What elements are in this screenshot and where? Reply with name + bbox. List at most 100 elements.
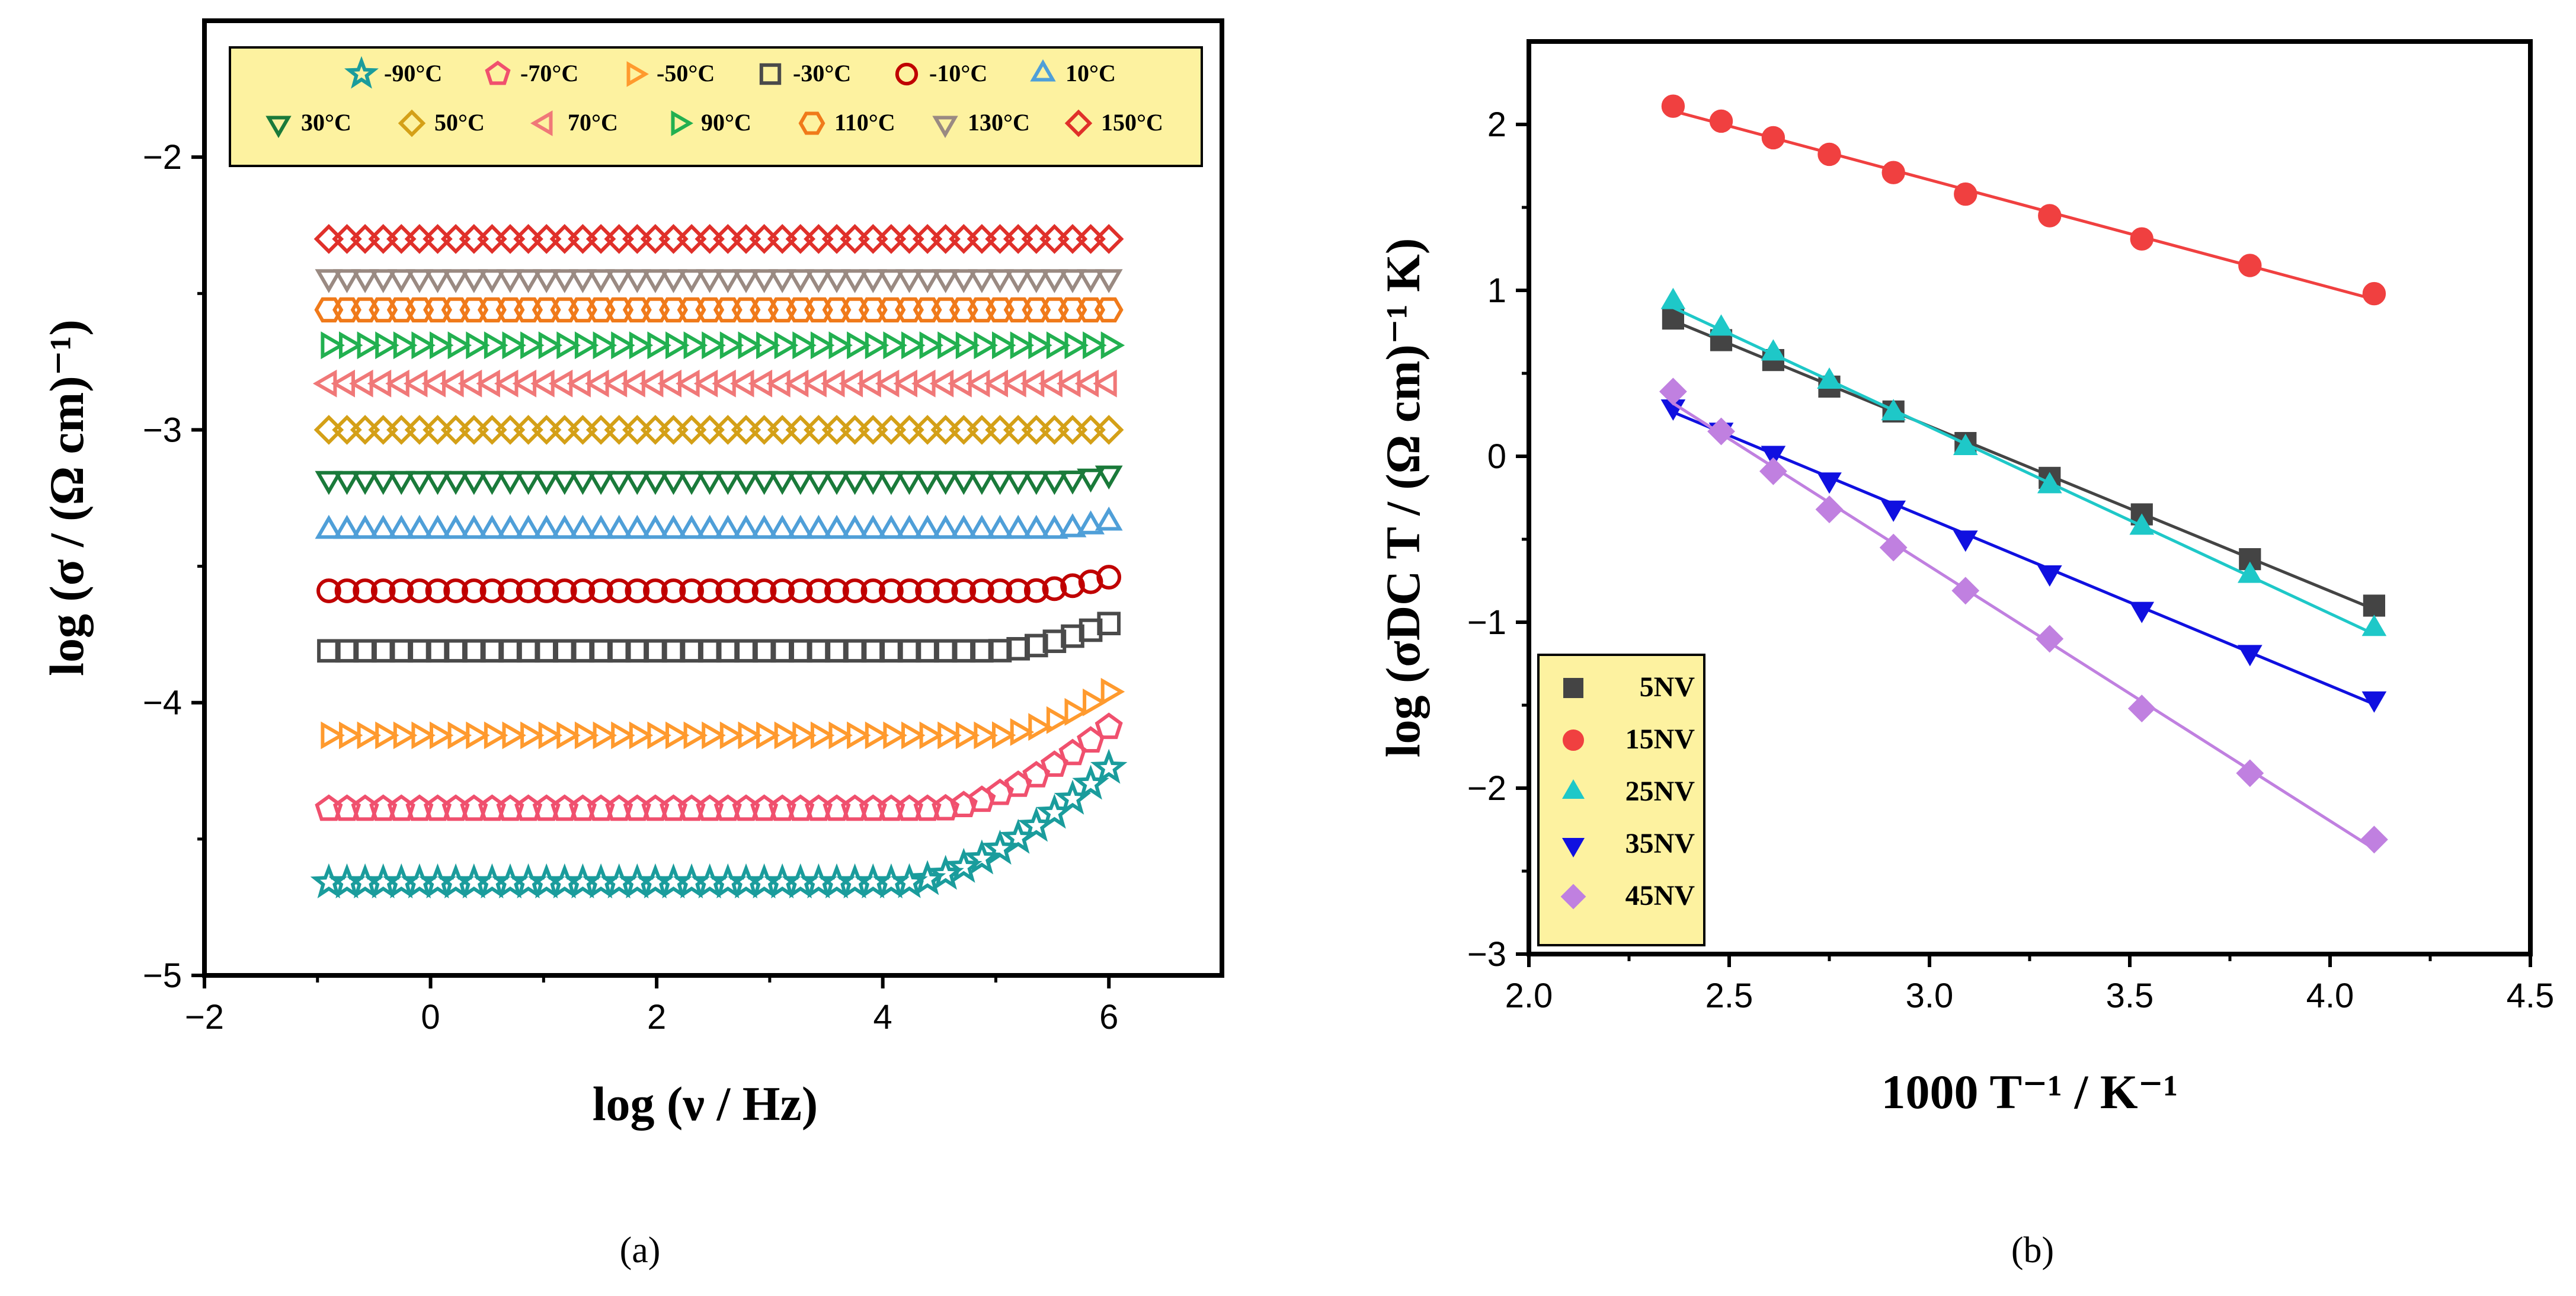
panel-b-data-point <box>1759 457 1787 485</box>
panel-a-data-point <box>447 331 472 360</box>
panel-a-data-point <box>357 721 382 750</box>
panel-b-data-point <box>1817 472 1842 494</box>
panel-b-series-15NV <box>1661 94 2386 306</box>
panel-a-legend-label: -50°C <box>657 60 715 87</box>
panel-a-data-point <box>532 297 561 323</box>
panel-a-data-point <box>756 331 780 360</box>
panel-a-data-point <box>804 297 833 323</box>
panel-a-data-point <box>897 578 922 603</box>
panel-a-data-point <box>879 578 904 603</box>
panel-a-data-point <box>587 514 615 539</box>
panel-a-data-point <box>375 331 399 360</box>
panel-b-data-point <box>2360 825 2388 854</box>
panel-a-data-point <box>423 297 452 323</box>
panel-a-data-point <box>786 269 815 293</box>
panel-a-data-point <box>895 471 923 495</box>
panel-a-data-point <box>441 471 470 495</box>
panel-a-data-point <box>1022 269 1051 293</box>
panel-b-chart: 2.0 2.5 3.0 3.5 4.0 4.5 −3 −2 −1 0 1 2 5NV 15NV 25NV 3… <box>1376 39 2554 1271</box>
panel-a-data-point <box>912 223 943 254</box>
panel-a-data-point <box>1076 415 1106 445</box>
panel-b-data-point <box>2237 645 2263 667</box>
panel-b-legend-marker <box>1561 779 1585 799</box>
panel-b-data-point <box>2129 601 2155 623</box>
panel-a-data-point <box>411 331 436 360</box>
panel-b-y-label: log (σDC T / (Ω cm)⁻¹ K) <box>1376 238 1430 758</box>
panel-a-data-point <box>393 721 418 750</box>
panel-a-legend-label: 10°C <box>1065 60 1116 87</box>
panel-a-data-point <box>786 471 815 495</box>
panel-a-legend-label: 30°C <box>301 109 351 136</box>
panel-a-data-point <box>955 721 980 750</box>
panel-a-legend-label: 130°C <box>968 109 1030 136</box>
panel-a-data-point <box>332 223 362 254</box>
panel-a-data-point <box>1028 331 1052 360</box>
panel-a-series--30°C <box>317 612 1121 663</box>
panel-b-data-point <box>2238 254 2262 277</box>
panel-b-data-point <box>2038 204 2062 228</box>
panel-a-data-point <box>459 415 489 445</box>
panel-a-data-point <box>351 269 379 293</box>
panel-a-data-point <box>968 269 996 293</box>
panel-a-data-point <box>821 223 852 254</box>
panel-a-data-point <box>593 331 617 360</box>
panel-a-data-point <box>840 415 870 445</box>
panel-a-data-point <box>314 297 344 323</box>
panel-a-data-point <box>411 721 436 750</box>
panel-a-data-point <box>949 514 978 539</box>
panel-a-data-point <box>556 721 581 750</box>
panel-b-data-point <box>1881 399 1906 421</box>
panel-a-legend-item: -30°C <box>759 60 851 87</box>
panel-a-data-point <box>315 514 343 539</box>
panel-a-legend-item: 110°C <box>798 109 895 136</box>
panel-a-data-point <box>549 223 580 254</box>
panel-a-data-point <box>841 471 869 495</box>
panel-a-data-point <box>1039 297 1069 323</box>
panel-a-data-point <box>858 297 888 323</box>
panel-a-data-point <box>750 297 779 323</box>
panel-a-data-point <box>604 297 634 323</box>
panel-a-legend-item: 70°C <box>530 109 618 136</box>
panel-b-data-point <box>1761 126 1785 150</box>
panel-a-data-point <box>623 514 651 539</box>
panel-a-legend-marker <box>530 110 553 136</box>
panel-a-data-point <box>1079 618 1103 642</box>
panel-b-legend-marker <box>1560 884 1586 910</box>
panel-a-data-point <box>477 297 507 323</box>
panel-a-data-point <box>683 331 708 360</box>
panel-a-data-point <box>333 514 361 539</box>
panel-b-y-tick-label: 1 <box>1487 271 1506 310</box>
panel-a-data-point <box>387 471 415 495</box>
panel-b-data-point <box>1659 377 1687 406</box>
panel-a-series--50°C <box>321 677 1125 750</box>
panel-a-data-point <box>350 297 380 323</box>
panel-b-data-point <box>1881 500 1906 522</box>
panel-a-data-point <box>677 514 706 539</box>
panel-a-data-point <box>931 297 961 323</box>
panel-a-data-point <box>441 297 471 323</box>
panel-b-legend-label: 25NV <box>1625 776 1695 807</box>
panel-a-data-point <box>605 269 633 293</box>
panel-a-data-point <box>1004 514 1032 539</box>
panel-a-data-point <box>823 471 851 495</box>
panel-b-legend-item: 45NV <box>1560 880 1695 911</box>
panel-a-data-point <box>932 793 960 821</box>
panel-a-data-point <box>968 471 996 495</box>
panel-a-data-point <box>805 514 833 539</box>
panel-a-legend-marker <box>344 56 379 89</box>
panel-a-data-point <box>804 415 834 445</box>
panel-a-data-point <box>585 223 616 254</box>
panel-a-data-point <box>425 639 450 663</box>
panel-a-data-point <box>877 269 905 293</box>
panel-a-data-point <box>895 514 923 539</box>
panel-a-data-point <box>785 223 816 254</box>
panel-a-data-point <box>732 471 760 495</box>
panel-a-data-point <box>731 297 761 323</box>
panel-a-data-point <box>1003 415 1033 445</box>
panel-a-data-point <box>1083 331 1107 360</box>
panel-a-data-point <box>1039 415 1070 445</box>
panel-a-data-point <box>697 578 722 603</box>
panel-a-y-tick-label: −3 <box>143 411 182 449</box>
panel-a-data-point <box>371 639 395 663</box>
